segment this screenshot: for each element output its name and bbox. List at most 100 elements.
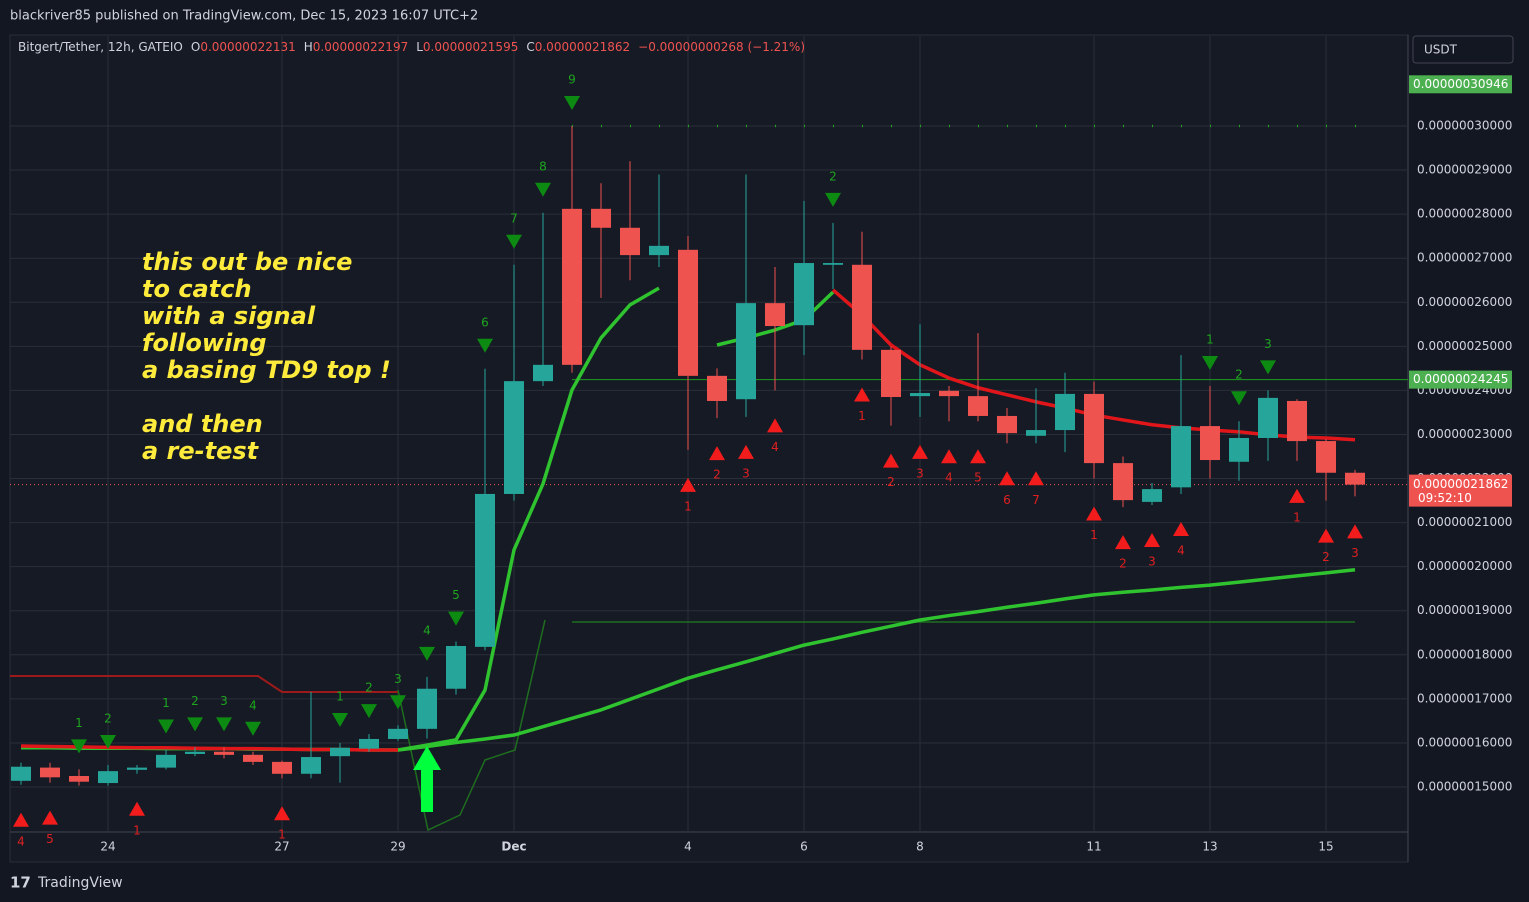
legend-change: −0.00000000268 (−1.21%) [638, 40, 805, 54]
td-up-marker [419, 646, 435, 661]
footer: TradingView [37, 875, 123, 891]
last-price-box [1409, 474, 1512, 507]
x-tick-label: 4 [684, 840, 692, 854]
td-down-count: 4 [17, 834, 25, 848]
price-label: 0.00000024245 [1413, 372, 1508, 386]
candle-body [127, 767, 147, 770]
td-down-count: 4 [1177, 543, 1185, 557]
td-down-count: 7 [1032, 493, 1040, 507]
td-down-count: 1 [858, 409, 866, 423]
td-down-count: 1 [1090, 528, 1098, 542]
buy-arrow [413, 746, 441, 812]
td-down-marker [1173, 521, 1189, 536]
td-down-count: 6 [1003, 493, 1011, 507]
legend-key: H [304, 40, 313, 54]
legend-value: 0.00000022131 [200, 40, 295, 54]
y-tick-label: 0.00000029000 [1417, 163, 1512, 177]
y-tick-label: 0.00000023000 [1417, 427, 1512, 441]
td-down-marker [1028, 471, 1044, 486]
td-up-count: 2 [104, 711, 112, 725]
y-tick-label: 0.00000021000 [1417, 515, 1512, 529]
td-up-count: 6 [481, 315, 489, 329]
td-down-marker [1289, 488, 1305, 503]
last-price-label: 0.00000021862 [1413, 477, 1508, 491]
td-down-count: 3 [1148, 554, 1156, 568]
candle-body [214, 751, 234, 755]
td-down-marker [738, 444, 754, 459]
candle-body [968, 396, 988, 416]
series: 1 2 1 2 3 4 1 2 3 4 5 6 7 8 9 2 1 2 3 4 5 1 1 1 2 3 4 1 2 3 4 5 6 7 1 2 3 4 1 2… [10, 72, 1408, 848]
td-up-marker [1231, 391, 1247, 406]
candle-body [388, 728, 408, 739]
td-down-count: 3 [916, 466, 924, 480]
candle-body [591, 208, 611, 228]
candle-body [504, 381, 524, 494]
td-down-count: 4 [945, 471, 953, 485]
candle-body [40, 767, 60, 778]
td-down-count: 1 [1293, 510, 1301, 524]
x-tick-label: 8 [916, 840, 924, 854]
td-up-marker [332, 712, 348, 727]
td-up-count: 1 [162, 696, 170, 710]
currency-button[interactable] [1412, 35, 1514, 64]
x-tick-label: 27 [274, 840, 289, 854]
y-tick-label: 0.00000025000 [1417, 339, 1512, 353]
candle-body [678, 249, 698, 376]
td-up-count: 1 [336, 689, 344, 703]
currency[interactable]: USDT [1424, 43, 1458, 57]
td-down-marker [1318, 528, 1334, 543]
candle-body [1287, 400, 1307, 442]
td-down-count: 2 [1322, 550, 1330, 564]
x-tick-label: 29 [390, 840, 405, 854]
countdown: 09:52:10 [1418, 491, 1472, 505]
td-down-marker [854, 387, 870, 402]
y-tick-label: 0.00000018000 [1417, 647, 1512, 661]
x-tick-label: 15 [1318, 840, 1333, 854]
y-tick-label: 0.00000017000 [1417, 691, 1512, 705]
candle-body [649, 245, 669, 256]
candle-body [1084, 393, 1104, 464]
td-up-count: 2 [829, 169, 837, 183]
td-down-count: 4 [771, 440, 779, 454]
td-up-marker [245, 721, 261, 736]
legend-key: L [416, 40, 423, 54]
candle-body [765, 303, 785, 327]
candle-body [69, 775, 89, 782]
td-up-marker [1260, 360, 1276, 375]
candle-body [1171, 426, 1191, 488]
candle-body [446, 645, 466, 689]
td-down-count: 2 [1119, 557, 1127, 571]
logo: 17 TradingView [10, 874, 123, 892]
y-tick-label: 0.00000019000 [1417, 603, 1512, 617]
td-down-marker [941, 449, 957, 464]
annotation-line: this out be nice [142, 248, 352, 276]
td-up-marker [361, 704, 377, 719]
annotation-line: following [142, 329, 267, 357]
td-down-count: 1 [278, 828, 286, 842]
candle-body [881, 349, 901, 398]
candle-body [243, 754, 263, 762]
candle-body [1316, 441, 1336, 473]
td-down-marker [1347, 524, 1363, 539]
y-tick-label: 0.00000016000 [1417, 735, 1512, 749]
candle-body [533, 364, 553, 382]
td-down-marker [883, 453, 899, 468]
td-up-count: 2 [191, 694, 199, 708]
candle-body [1055, 393, 1075, 431]
annotation-line: to catch [142, 275, 252, 303]
td-down-marker [1115, 535, 1131, 550]
candle-body [1142, 489, 1162, 502]
td-down-marker [680, 477, 696, 492]
candle-body [1200, 426, 1220, 461]
td-down-marker [13, 812, 29, 827]
td-up-marker [187, 717, 203, 732]
td-up-marker [100, 734, 116, 749]
td-up-marker [1202, 355, 1218, 370]
x-tick-label: Dec [501, 840, 526, 854]
candle-body [1229, 437, 1249, 462]
candle-body [330, 747, 350, 757]
td-up-count: 2 [365, 681, 373, 695]
td-up-marker [71, 739, 87, 754]
td-up-count: 1 [1206, 332, 1214, 346]
